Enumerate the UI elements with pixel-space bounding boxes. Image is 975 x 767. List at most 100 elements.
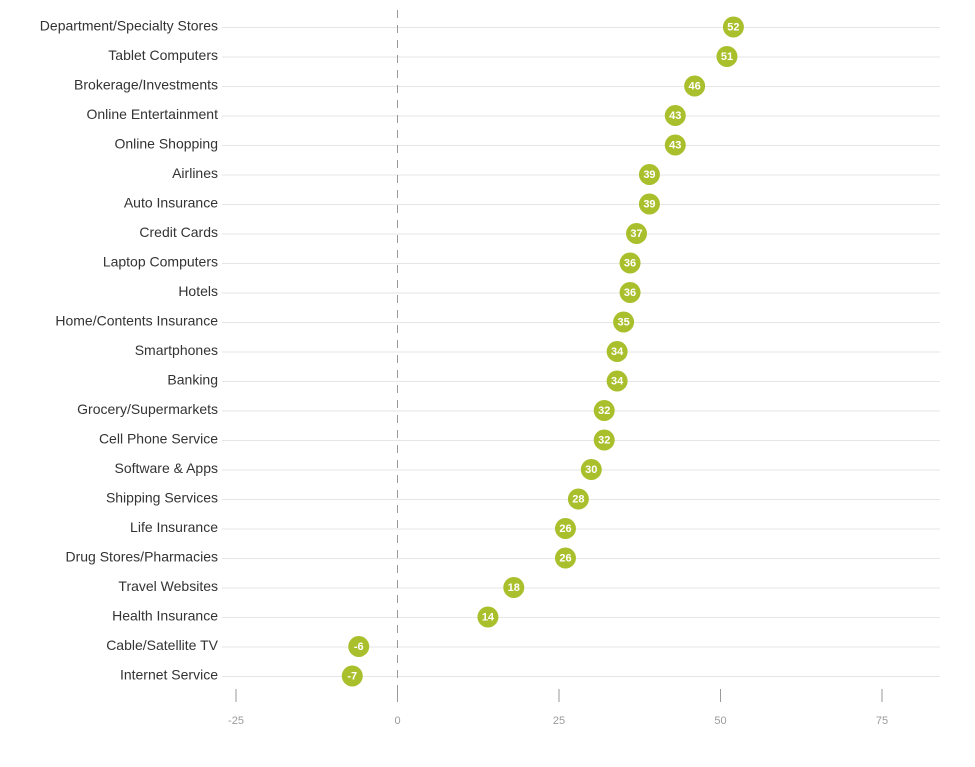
- category-label: Airlines: [172, 165, 218, 181]
- data-point-label: 18: [508, 582, 520, 594]
- category-label: Brokerage/Investments: [74, 77, 218, 93]
- data-point-label: 52: [727, 21, 739, 33]
- category-label: Home/Contents Insurance: [55, 313, 218, 329]
- data-point: 39: [638, 193, 660, 215]
- category-label: Hotels: [178, 283, 218, 299]
- data-point-label: -6: [354, 641, 364, 653]
- data-point-dot: [554, 518, 576, 539]
- category-label: Credit Cards: [139, 224, 218, 240]
- data-point-label: 36: [624, 287, 636, 299]
- data-point-dot: [684, 75, 706, 97]
- data-point-label: 39: [643, 198, 655, 210]
- data-point: 26: [554, 518, 576, 539]
- gridlines: [222, 27, 940, 677]
- data-point-label: 39: [643, 169, 655, 181]
- x-tick-label: -25: [228, 715, 244, 727]
- category-label: Cell Phone Service: [99, 431, 218, 447]
- category-label: Drug Stores/Pharmacies: [65, 549, 218, 565]
- category-label: Banking: [167, 372, 218, 388]
- data-point: 52: [722, 16, 744, 38]
- data-point-label: 51: [721, 51, 733, 63]
- data-point-dot: [593, 400, 615, 421]
- data-point-label: 43: [669, 139, 681, 151]
- category-label: Cable/Satellite TV: [106, 637, 218, 653]
- data-point-label: 37: [630, 228, 642, 240]
- data-point: 43: [664, 134, 686, 156]
- data-point-dot: [722, 16, 744, 38]
- data-point-label: 34: [611, 375, 624, 387]
- data-point-dot: [664, 105, 686, 126]
- data-point: 14: [477, 606, 499, 628]
- data-point: 36: [619, 282, 641, 303]
- category-label: Health Insurance: [112, 608, 218, 624]
- data-point-dot: [638, 193, 660, 215]
- category-label: Auto Insurance: [124, 195, 218, 211]
- data-point-dot: [619, 282, 641, 303]
- data-point: 34: [606, 341, 628, 362]
- data-point-label: 28: [572, 493, 584, 505]
- x-tick-label: 50: [714, 715, 726, 727]
- data-point-dot: [716, 46, 738, 67]
- category-label: Online Shopping: [114, 136, 218, 152]
- data-point-label: 46: [689, 80, 701, 92]
- category-label: Tablet Computers: [108, 47, 218, 63]
- data-point: 34: [606, 370, 628, 392]
- data-point-dot: [580, 459, 602, 480]
- x-tick-label: 75: [876, 715, 888, 727]
- data-point-label: 35: [617, 316, 629, 328]
- data-point-label: 34: [611, 346, 624, 358]
- data-point-label: 32: [598, 434, 610, 446]
- data-point-label: 43: [669, 110, 681, 122]
- category-labels: Department/Specialty Stores Tablet Comput…: [40, 18, 219, 683]
- data-point: 51: [716, 46, 738, 67]
- x-tick-label: 25: [553, 715, 565, 727]
- x-axis: -25 0 25 50 75: [228, 689, 888, 727]
- data-point: 35: [613, 311, 635, 333]
- data-point-label: 30: [585, 464, 597, 476]
- data-point: 28: [567, 488, 589, 510]
- category-label: Software & Apps: [114, 460, 218, 476]
- data-point-label: 36: [624, 257, 636, 269]
- data-point-dot: [567, 488, 589, 510]
- data-points: 52 51 46 43 43 39 39 37 36 36 35 34 34 32 32 30 28 26 26 18…: [341, 16, 744, 687]
- data-point-dot: [348, 636, 370, 657]
- category-label: Shipping Services: [106, 490, 218, 506]
- data-point-dot: [593, 429, 615, 451]
- category-label: Travel Websites: [118, 578, 218, 594]
- data-point: 46: [684, 75, 706, 97]
- data-point-dot: [626, 223, 648, 244]
- data-point: 37: [626, 223, 648, 244]
- category-label: Smartphones: [135, 342, 218, 358]
- data-point: 32: [593, 429, 615, 451]
- category-label: Life Insurance: [130, 519, 218, 535]
- data-point-dot: [606, 370, 628, 392]
- data-point-dot: [613, 311, 635, 333]
- data-point-label: 26: [559, 523, 571, 535]
- data-point: 36: [619, 252, 641, 274]
- data-point: 43: [664, 105, 686, 126]
- data-point: 39: [638, 164, 660, 185]
- data-point: 18: [503, 577, 525, 598]
- data-point-dot: [554, 547, 576, 569]
- data-point: 30: [580, 459, 602, 480]
- data-point-label: 26: [559, 552, 571, 564]
- data-point: 26: [554, 547, 576, 569]
- data-point-dot: [619, 252, 641, 274]
- category-label: Laptop Computers: [103, 254, 218, 270]
- data-point: -6: [348, 636, 370, 657]
- data-point-dot: [477, 606, 499, 628]
- data-point: -7: [341, 665, 363, 687]
- category-label: Grocery/Supermarkets: [77, 401, 218, 417]
- category-label: Internet Service: [120, 667, 218, 683]
- data-point-dot: [664, 134, 686, 156]
- category-label: Online Entertainment: [86, 106, 218, 122]
- data-point-label: 32: [598, 405, 610, 417]
- data-point-dot: [503, 577, 525, 598]
- data-point-dot: [638, 164, 660, 185]
- data-point: 32: [593, 400, 615, 421]
- category-label: Department/Specialty Stores: [40, 18, 218, 34]
- data-point-dot: [341, 665, 363, 687]
- x-tick-label: 0: [394, 715, 400, 727]
- data-point-label: 14: [482, 611, 495, 623]
